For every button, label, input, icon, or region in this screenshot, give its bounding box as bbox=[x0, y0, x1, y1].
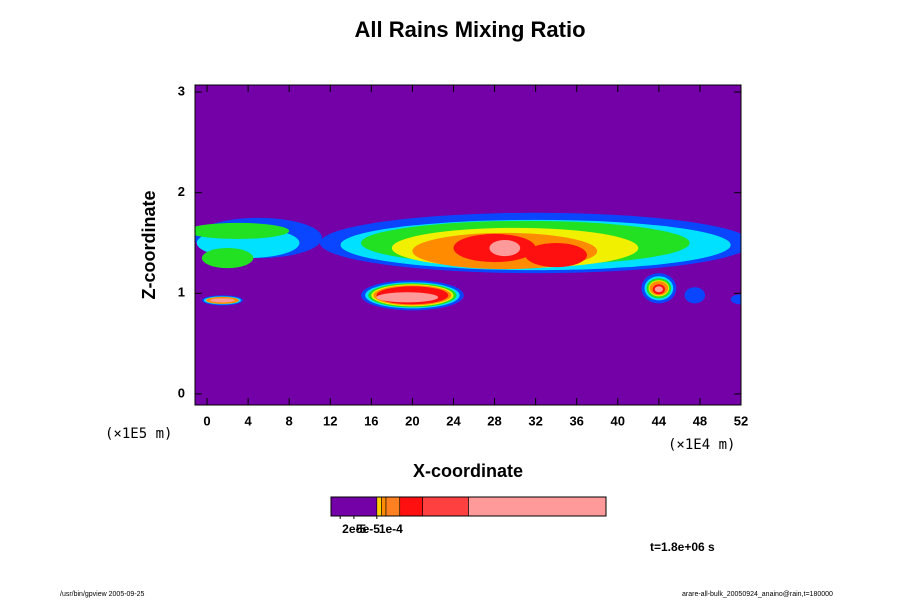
time-label: t=1.8e+06 s bbox=[650, 540, 715, 554]
contour-region bbox=[210, 298, 235, 303]
x-tick-label: 12 bbox=[323, 413, 337, 428]
y-unit: (×1E5 m) bbox=[105, 426, 172, 442]
footer-left: /usr/bin/gpview 2005-09-25 bbox=[60, 591, 145, 598]
contour-region bbox=[376, 292, 439, 303]
colorbar-frame bbox=[330, 496, 607, 517]
x-tick-label: 32 bbox=[528, 413, 542, 428]
contour-region bbox=[730, 294, 741, 305]
y-tick-label: 0 bbox=[178, 385, 185, 400]
x-tick-label: 20 bbox=[405, 413, 419, 428]
contour-region bbox=[525, 242, 587, 268]
y-axis-label: Z-coordinate bbox=[139, 190, 159, 299]
x-tick-label: 28 bbox=[487, 413, 501, 428]
colorbar-tick-label: 1e-4 bbox=[379, 522, 403, 536]
x-tick-label: 16 bbox=[364, 413, 378, 428]
x-tick-label: 8 bbox=[286, 413, 293, 428]
x-tick-label: 44 bbox=[652, 413, 667, 428]
colorbar-tick-label: 2e-5 bbox=[342, 522, 366, 536]
contour-region bbox=[654, 286, 663, 293]
contour-region bbox=[684, 287, 706, 304]
contour-field bbox=[195, 85, 741, 405]
x-axis-label: X-coordinate bbox=[413, 461, 523, 481]
y-tick-label: 1 bbox=[178, 285, 185, 300]
colorbar-segment bbox=[381, 496, 387, 517]
x-tick-label: 40 bbox=[611, 413, 625, 428]
colorbar-tick-label: 5e-5 bbox=[356, 522, 380, 536]
contour-region bbox=[489, 239, 521, 257]
plot-frame bbox=[194, 84, 742, 406]
colorbar-segment bbox=[330, 496, 378, 517]
colorbar-segment bbox=[385, 496, 401, 517]
contour-region bbox=[201, 248, 254, 269]
chart-title: All Rains Mixing Ratio bbox=[354, 17, 585, 42]
x-unit: (×1E4 m) bbox=[668, 437, 735, 453]
colorbar-segment bbox=[468, 496, 607, 517]
footer-right: arare-all-bulk_20050924_anaino@rain,t=18… bbox=[682, 591, 833, 598]
y-tick-label: 2 bbox=[178, 184, 185, 199]
colorbar-segment bbox=[376, 496, 382, 517]
x-tick-label: 36 bbox=[569, 413, 583, 428]
y-tick-label: 3 bbox=[178, 83, 185, 98]
x-tick-label: 52 bbox=[734, 413, 748, 428]
x-tick-label: 0 bbox=[203, 413, 210, 428]
x-tick-label: 4 bbox=[244, 413, 252, 428]
colorbar-segment bbox=[399, 496, 423, 517]
colorbar-segment bbox=[422, 496, 469, 517]
contour-region bbox=[195, 222, 290, 239]
x-tick-label: 48 bbox=[693, 413, 707, 428]
x-tick-label: 24 bbox=[446, 413, 461, 428]
